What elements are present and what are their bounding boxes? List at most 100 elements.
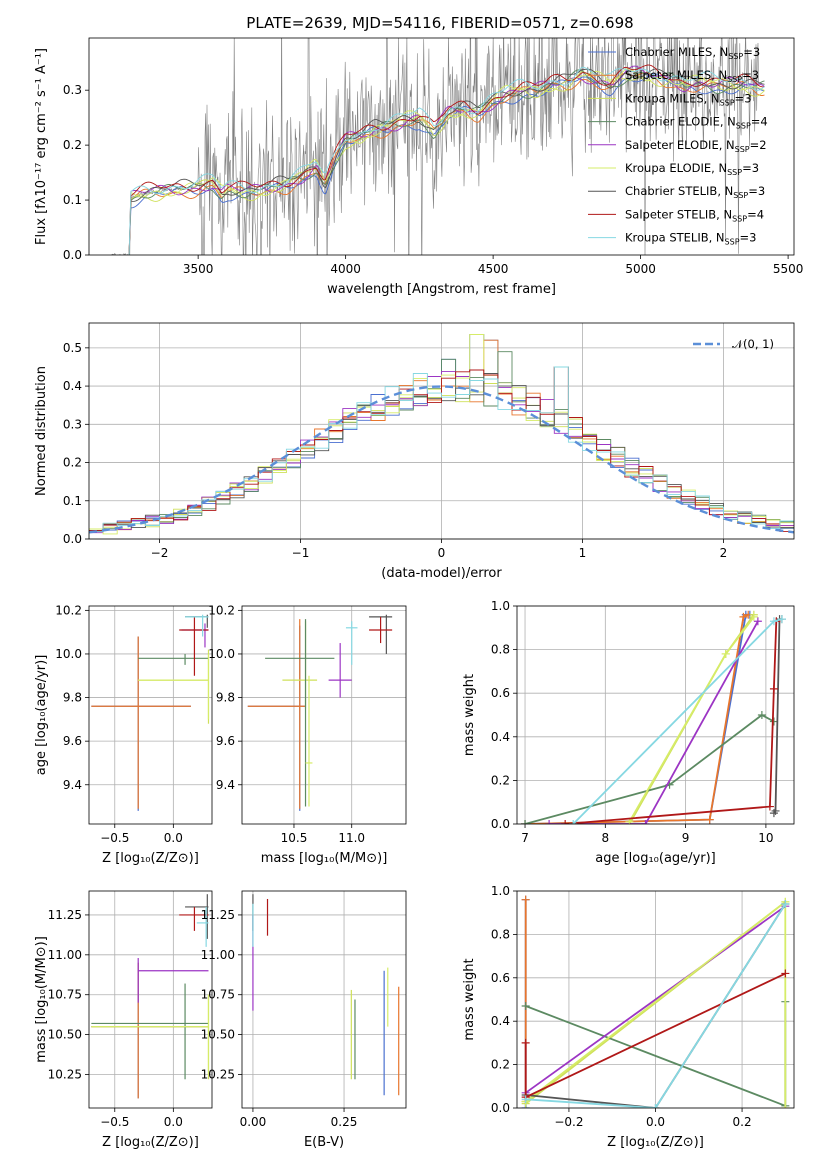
plot-area [252, 894, 400, 1096]
x-axis-label: Z [log₁₀(Z/Z⊙)] [102, 851, 199, 866]
x-axis-label: E(B-V) [304, 1135, 344, 1150]
panel-residuals: −2 −1 0 1 2 0.0 0.1 0.2 0.3 0.4 0.5 (data-model)/er… [34, 322, 795, 581]
legend-nssp-value: 3 [744, 91, 751, 105]
histogram-8 [89, 366, 794, 539]
legend-nssp-value: 3 [749, 231, 756, 245]
axes-frame [88, 605, 213, 825]
legend-model-name: Salpeter STELIB [625, 207, 716, 221]
y-tick-label: 9.4 [216, 778, 235, 792]
y-tick-label: 0.3 [63, 417, 82, 431]
legend-entry-1: Salpeter MILES, NSSP=3 [625, 68, 759, 84]
legend-entry-0: Chabrier MILES, NSSP=3 [625, 45, 760, 61]
legend-model-name: Salpeter MILES [625, 68, 711, 82]
legend-nssp-eq: = [742, 161, 752, 175]
weight-marker [739, 612, 748, 621]
plot-area [521, 610, 786, 824]
axes-frame [516, 890, 795, 1109]
legend-nssp-eq: = [751, 115, 761, 129]
weight-marker [545, 820, 554, 824]
x-tick-label: 0.0 [164, 831, 183, 845]
legend-entry-7: Salpeter STELIB, NSSP=4 [625, 207, 764, 223]
legend-nssp-sub: SSP [732, 214, 747, 223]
y-axis-label: mass weight [462, 958, 477, 1040]
y-tick-label: 10.0 [55, 647, 82, 661]
weight-marker [569, 820, 578, 824]
legend-nssp-value: 3 [753, 45, 760, 59]
errorbar-point-3 [265, 619, 335, 807]
legend-nssp-prefix: , N [711, 161, 727, 175]
legend-entry-8: Kroupa STELIB, NSSP=3 [625, 231, 757, 247]
legend-nssp-prefix: , N [711, 68, 727, 82]
y-tick-label: 10.75 [48, 988, 82, 1002]
weight-marker [777, 615, 786, 624]
errorbar-point-8 [196, 906, 209, 947]
x-tick-label: −0.5 [100, 831, 129, 845]
weight-line-8 [525, 903, 787, 1108]
x-tick-label: 11.0 [338, 831, 365, 845]
errorbar-point-3 [91, 983, 209, 1080]
errorbar-point-7 [179, 906, 209, 931]
x-tick-label: 5000 [625, 262, 656, 276]
legend-nssp-value: 3 [752, 161, 759, 175]
legend-nssp-eq: = [743, 45, 753, 59]
x-tick-label: 4000 [330, 262, 361, 276]
model-line-2 [127, 70, 765, 255]
y-tick-label: 9.4 [63, 778, 82, 792]
model-line-8 [127, 66, 765, 255]
legend-model-name: Kroupa ELODIE [625, 161, 711, 175]
y-tick-label: 0.2 [63, 456, 82, 470]
legend-nssp-prefix: , N [716, 207, 732, 221]
errorbar-point-5 [305, 675, 313, 807]
legend-model-name: Chabrier STELIB [625, 184, 717, 198]
axes-frame [516, 605, 795, 825]
legend-nssp-value: 4 [757, 207, 764, 221]
x-tick-label: 0 [438, 546, 446, 560]
y-axis-label: mass weight [462, 674, 477, 756]
y-tick-label: 0.4 [491, 1014, 510, 1028]
axes-frame [88, 322, 795, 540]
x-axis-label: Z [log₁₀(Z/Z⊙)] [607, 1135, 704, 1150]
legend-nssp-value: 4 [760, 115, 767, 129]
y-tick-label: 0.4 [63, 379, 82, 393]
y-tick-label: 10.50 [48, 1028, 82, 1042]
weight-marker [753, 617, 762, 626]
weight-marker [521, 820, 530, 824]
y-tick-label: 0.1 [63, 494, 82, 508]
y-tick-label: 0.3 [63, 83, 82, 97]
y-tick-label: 0.5 [63, 341, 82, 355]
y-tick-label: 0.0 [63, 532, 82, 546]
weight-marker [521, 895, 530, 904]
y-tick-label: 0.2 [63, 138, 82, 152]
y-tick-label: 0.1 [63, 193, 82, 207]
weight-marker [769, 617, 778, 626]
legend-entry-normal: 𝒩(0, 1) [732, 337, 774, 351]
x-axis-label: Z [log₁₀(Z/Z⊙)] [102, 1135, 199, 1150]
y-axis-label: mass [log₁₀(M/M⊙)] [34, 936, 49, 1063]
weight-marker [521, 1038, 530, 1047]
x-axis-label: mass [log₁₀(M/M⊙)] [261, 851, 388, 866]
errorbar-point-8 [345, 621, 358, 665]
legend: 𝒩(0, 1) [693, 337, 774, 351]
errorbar-point-4 [137, 958, 209, 1003]
weight-marker [781, 900, 790, 909]
legend-nssp-sub: SSP [727, 168, 742, 177]
legend-nssp-eq: = [740, 231, 750, 245]
x-axis-label: (data-model)/error [381, 566, 502, 581]
y-tick-label: 10.2 [208, 603, 235, 617]
errorbar-point-7 [369, 616, 393, 644]
errorbar-point-1 [91, 636, 191, 809]
x-tick-label: 0.0 [164, 1115, 183, 1129]
plot-area [111, 38, 765, 255]
errorbar-point-3 [138, 653, 209, 665]
legend-nssp-prefix: , N [719, 138, 735, 152]
weight-marker [521, 1002, 530, 1011]
y-tick-label: 10.0 [208, 647, 235, 661]
axes-frame [241, 890, 407, 1109]
plot-area [521, 895, 790, 1108]
weight-marker [521, 1095, 530, 1104]
legend-nssp-prefix: , N [720, 115, 736, 129]
legend-model-name: Salpeter ELODIE [625, 138, 719, 152]
y-tick-label: 10.2 [55, 603, 82, 617]
